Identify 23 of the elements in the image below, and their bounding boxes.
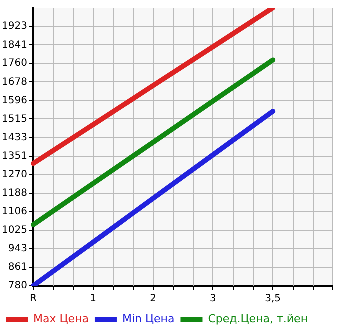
y-tick-label: 780: [8, 280, 28, 292]
y-tick-label: 1433: [2, 132, 28, 144]
y-tick-label: 1515: [2, 114, 28, 125]
y-tick-label: 1923: [2, 21, 28, 32]
y-tick-label: 943: [8, 244, 28, 255]
legend-label: Max Цена: [34, 312, 89, 326]
y-tick-label: 1596: [2, 95, 28, 106]
legend-label: Min Цена: [122, 312, 175, 326]
y-tick-label: 1351: [2, 151, 28, 162]
y-tick-label: 1025: [2, 224, 28, 236]
x-tick-label: 1: [90, 294, 97, 305]
x-tick-label: 3: [210, 294, 216, 305]
y-tick-label: 1106: [2, 206, 28, 218]
x-tick-label: 3,5: [265, 294, 282, 305]
y-tick-label: 1188: [2, 188, 28, 200]
y-tick-label: 1678: [2, 76, 28, 88]
x-tick-label: R: [30, 294, 37, 305]
legend-label: Сред.Цена, т.йен: [208, 312, 308, 326]
y-tick-label: 1841: [2, 40, 28, 51]
y-tick-label: 861: [8, 262, 28, 274]
x-tick-label: 2: [150, 294, 156, 305]
y-tick-label: 1270: [2, 169, 28, 180]
y-tick-label: 1760: [2, 58, 28, 70]
